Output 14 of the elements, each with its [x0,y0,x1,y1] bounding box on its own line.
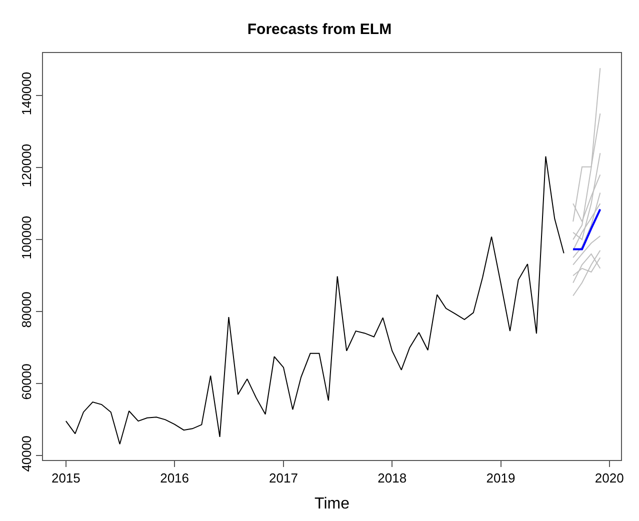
y-tick-label: 100000 [18,216,34,260]
chart-title: Forecasts from ELM [247,20,392,38]
y-tick-label: 120000 [18,144,34,188]
x-tick-label: 2016 [160,470,190,486]
x-tick-label: 2015 [51,470,80,486]
x-axis-title: Time [314,495,350,512]
y-tick-label: 80000 [18,292,34,328]
x-tick-label: 2017 [269,470,298,486]
y-tick-label: 40000 [18,436,34,472]
y-tick-label: 60000 [18,364,34,400]
y-tick-label: 140000 [18,72,34,116]
x-tick-label: 2018 [378,470,407,486]
x-tick-label: 2019 [486,470,516,486]
x-tick-label: 2020 [594,470,624,486]
